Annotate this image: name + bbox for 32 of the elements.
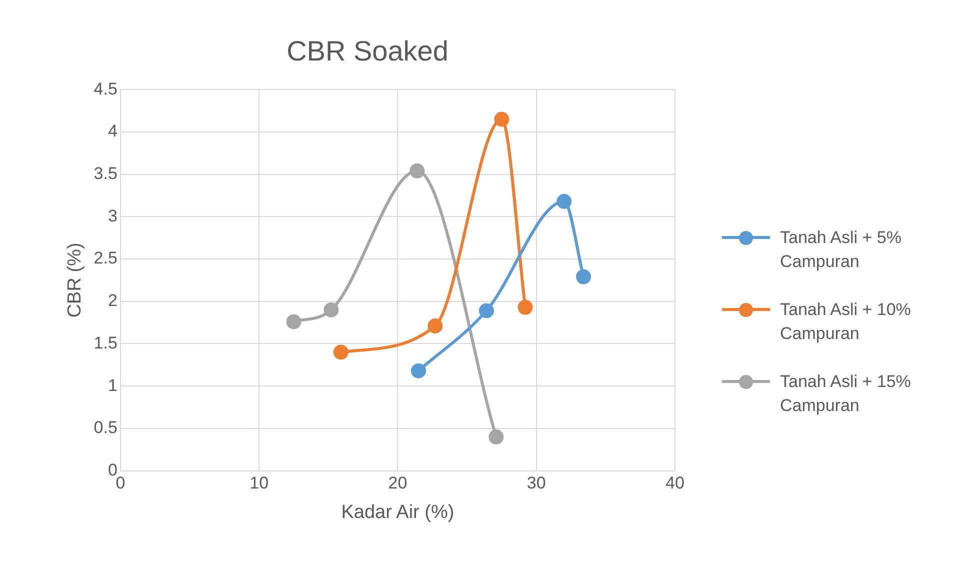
x-tick-label: 40: [666, 474, 684, 493]
y-tick-label: 3.5: [94, 164, 118, 183]
x-tick-label: 20: [388, 474, 408, 493]
point: [333, 344, 348, 360]
y-tick-label: 2: [108, 291, 118, 310]
y-tick-label: 1.5: [94, 333, 118, 352]
point: [494, 112, 510, 127]
y-tick-label: 0.5: [94, 418, 118, 438]
point: [576, 269, 591, 284]
y-tick-label: 2.5: [94, 248, 118, 268]
point: [488, 429, 504, 444]
point: [518, 300, 533, 315]
point: [286, 314, 302, 330]
y-axis-title: CBR (%): [64, 242, 86, 318]
y-tick-label: 1: [108, 376, 118, 395]
point: [324, 302, 339, 318]
legend-label: Tanah Asli + 10% Campuran: [780, 299, 912, 345]
y-tick-label: 3: [108, 206, 118, 226]
point: [411, 363, 426, 378]
y-tick-label: 4: [108, 122, 118, 141]
y-tick-label: 0: [108, 460, 118, 480]
legend-label: Tanah Asli + 5% Campuran: [780, 227, 902, 273]
point: [428, 318, 443, 334]
y-tick-label: 4.5: [94, 79, 118, 98]
point: [478, 303, 494, 318]
chart-title: CBR Soaked: [286, 36, 448, 67]
point: [556, 194, 572, 209]
point: [410, 163, 425, 178]
legend-label: Tanah Asli + 15% Campuran: [780, 371, 912, 417]
x-tick-label: 30: [526, 474, 546, 493]
x-axis-title: Kadar Air (%): [341, 502, 454, 523]
x-tick-label: 10: [250, 474, 269, 493]
